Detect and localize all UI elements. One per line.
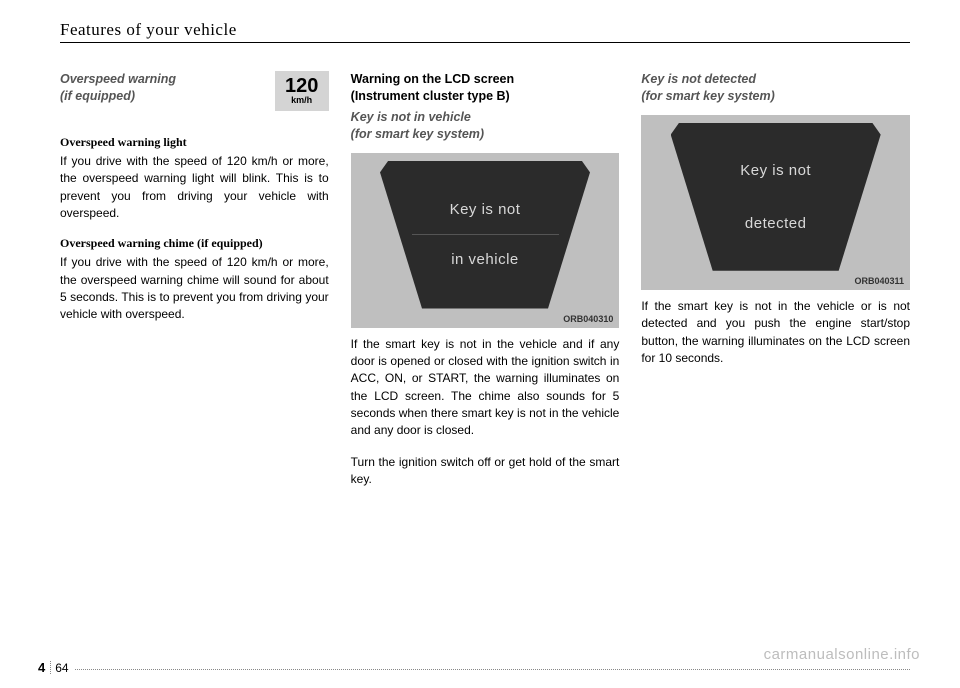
page-header: Features of your vehicle xyxy=(60,20,910,43)
chapter-number: 4 xyxy=(38,661,51,674)
figure-reference: ORB040311 xyxy=(854,276,904,286)
badge-number: 120 xyxy=(275,71,329,96)
footer-dots xyxy=(75,669,910,670)
col1-subhead-2: Overspeed warning chime (if equipped) xyxy=(60,236,329,251)
lcd-text-line2: in vehicle xyxy=(451,251,519,268)
column-3: Key is not detected (for smart key syste… xyxy=(641,71,910,503)
column-2: Warning on the LCD screen (Instrument cl… xyxy=(351,71,620,503)
overspeed-badge: 120 km/h xyxy=(275,71,329,111)
header-title: Features of your vehicle xyxy=(60,20,910,40)
col1-subhead-1: Overspeed warning light xyxy=(60,135,329,150)
lcd-separator xyxy=(412,234,559,235)
col2-para-1: If the smart key is not in the vehicle a… xyxy=(351,336,620,440)
watermark: carmanualsonline.info xyxy=(764,646,920,663)
col1-para-1: If you drive with the speed of 120 km/h … xyxy=(60,153,329,223)
col2-subtitle: Key is not in vehicle (for smart key sys… xyxy=(351,109,620,143)
page-footer: 4 64 xyxy=(0,669,960,670)
lcd-figure-2: Key is not detected ORB040311 xyxy=(641,115,910,290)
page-no: 64 xyxy=(55,662,68,674)
figure-reference: ORB040310 xyxy=(563,314,613,324)
column-1: 120 km/h Overspeed warning (if equipped)… xyxy=(60,71,329,503)
col3-para-1: If the smart key is not in the vehicle o… xyxy=(641,298,910,368)
col3-section-title: Key is not detected (for smart key syste… xyxy=(641,71,910,105)
col2-heading: Warning on the LCD screen (Instrument cl… xyxy=(351,71,620,105)
col2-para-2: Turn the ignition switch off or get hold… xyxy=(351,454,620,489)
lcd-text-line2: detected xyxy=(745,215,807,232)
content-columns: 120 km/h Overspeed warning (if equipped)… xyxy=(60,71,910,503)
lcd-figure-1: Key is not in vehicle ORB040310 xyxy=(351,153,620,328)
lcd-text-line1: Key is not xyxy=(450,201,521,218)
col1-para-2: If you drive with the speed of 120 km/h … xyxy=(60,254,329,324)
lcd-text-line1: Key is not xyxy=(740,162,811,179)
badge-unit: km/h xyxy=(275,96,329,105)
page-number: 4 64 xyxy=(38,661,69,674)
